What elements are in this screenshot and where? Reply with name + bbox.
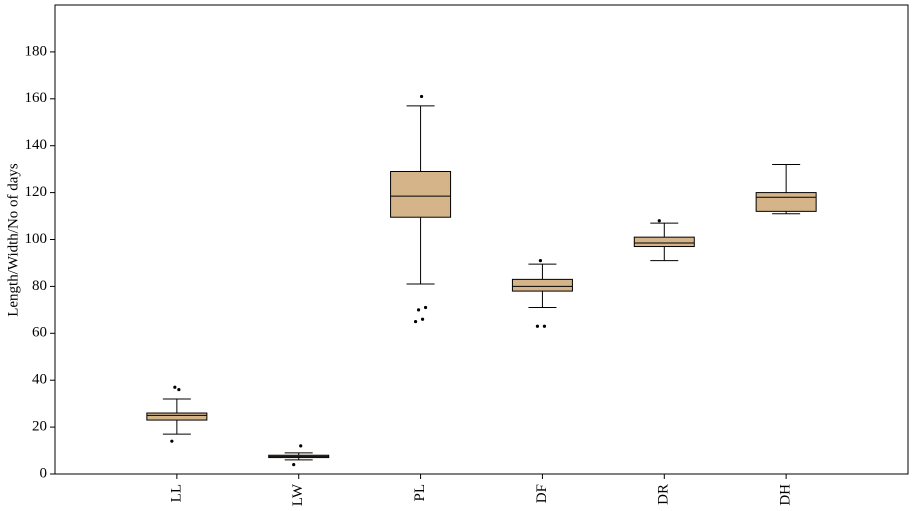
y-tick-label: 80 — [32, 278, 47, 294]
y-tick-label: 160 — [25, 90, 48, 106]
y-axis-label: Length/Width/No of days — [5, 163, 21, 317]
plot-frame — [54, 4, 909, 475]
y-tick-label: 60 — [32, 325, 47, 341]
outlier-point — [535, 324, 540, 328]
x-tick-label: LW — [290, 483, 306, 506]
outlier-point — [657, 219, 661, 223]
outlier-point — [416, 308, 421, 312]
outlier-point — [292, 463, 296, 467]
x-tick-label: LL — [168, 484, 184, 502]
box — [633, 236, 695, 248]
y-tick-label: 0 — [40, 465, 48, 481]
outlier-point — [173, 385, 177, 389]
box — [755, 192, 817, 212]
y-tick-label: 100 — [25, 231, 48, 247]
x-tick-label: DF — [534, 484, 550, 503]
outlier-point — [538, 259, 543, 263]
box — [146, 412, 208, 421]
outlier-point — [419, 94, 424, 99]
y-tick-label: 120 — [25, 184, 48, 200]
y-tick-label: 20 — [32, 419, 47, 435]
y-tick-label: 180 — [25, 43, 48, 59]
outlier-point — [170, 439, 174, 443]
box — [390, 170, 452, 218]
outlier-point — [420, 317, 425, 321]
x-tick-label: PL — [412, 484, 428, 502]
y-tick-label: 140 — [25, 137, 48, 153]
outlier-point — [542, 324, 547, 328]
x-tick-label: DR — [656, 484, 672, 505]
outlier-point — [299, 444, 303, 448]
y-tick-label: 40 — [32, 372, 47, 388]
outlier-point — [413, 319, 418, 324]
outlier-point — [177, 387, 181, 392]
box — [511, 278, 573, 292]
outlier-point — [423, 305, 428, 310]
x-tick-label: DH — [778, 484, 794, 506]
